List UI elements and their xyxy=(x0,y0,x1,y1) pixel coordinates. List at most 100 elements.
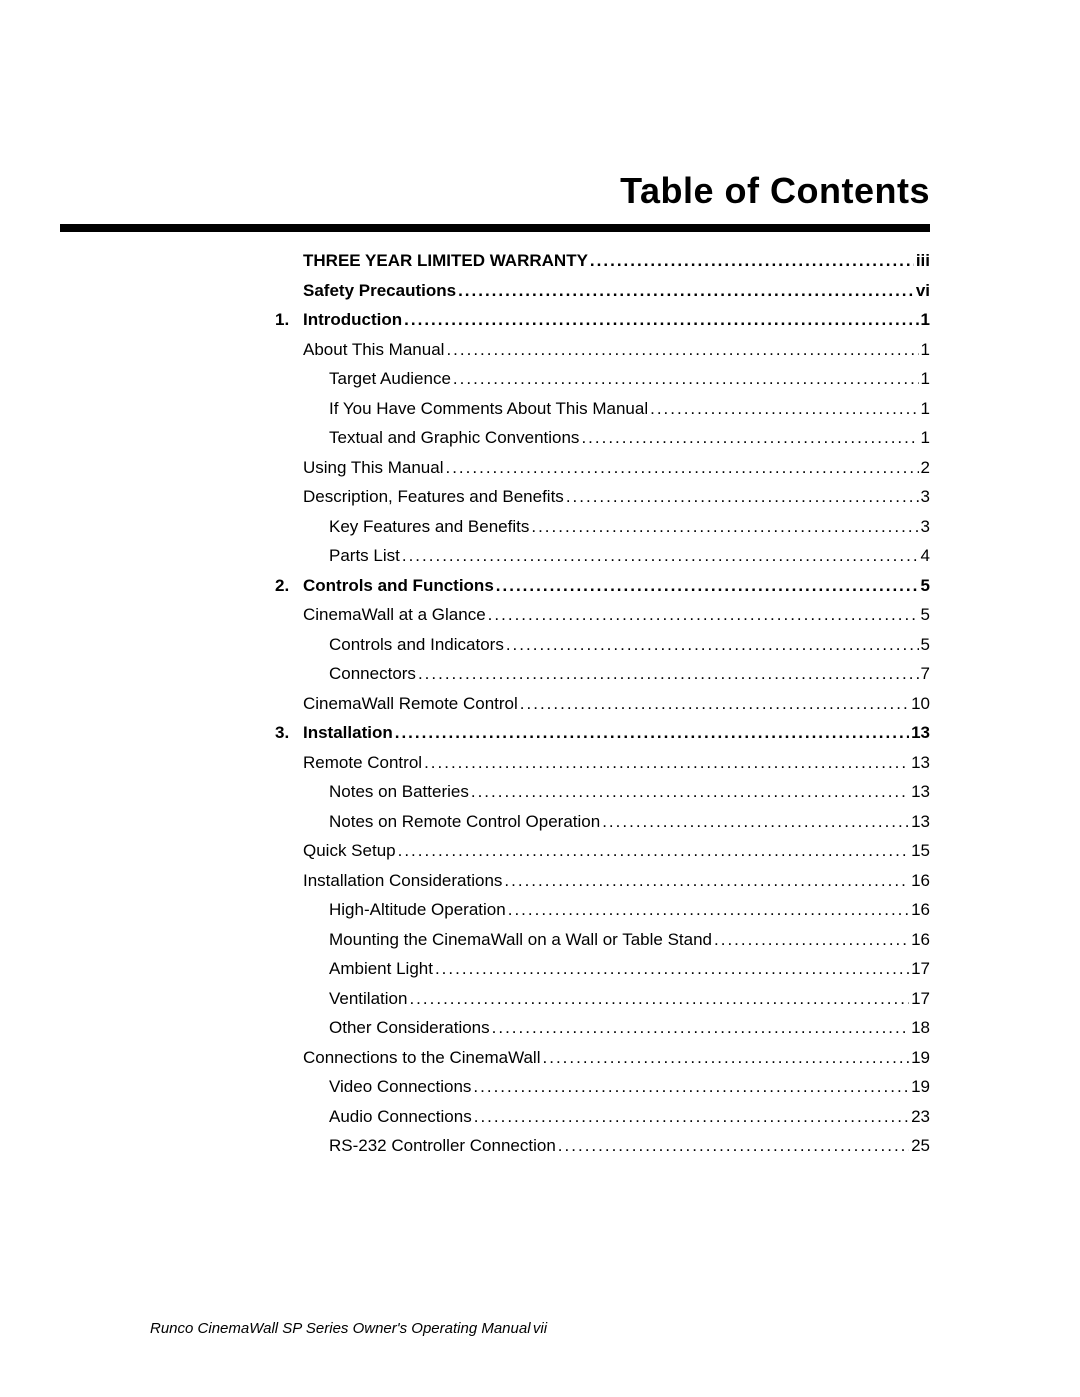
toc-leader-dots xyxy=(471,783,909,800)
toc-entry-page: 3 xyxy=(921,518,930,535)
toc-entry: 2.Controls and Functions 5 xyxy=(275,577,930,594)
toc-entry-text: Introduction xyxy=(303,311,402,328)
toc-entry-text: Connections to the CinemaWall xyxy=(303,1049,541,1066)
toc-leader-dots xyxy=(602,813,909,830)
toc-entry-text: Notes on Remote Control Operation xyxy=(329,813,600,830)
toc-entry-text: THREE YEAR LIMITED WARRANTY xyxy=(303,252,588,269)
toc-leader-dots xyxy=(714,931,909,948)
toc-entry-page: 1 xyxy=(921,311,930,328)
toc-leader-dots xyxy=(424,754,909,771)
toc-leader-dots xyxy=(474,1108,909,1125)
toc-entry: 1.Introduction 1 xyxy=(275,311,930,328)
toc-entry: Ventilation17 xyxy=(275,990,930,1007)
toc-leader-dots xyxy=(398,842,909,859)
toc-entry: Parts List 4 xyxy=(275,547,930,564)
toc-entry-page: 3 xyxy=(921,488,930,505)
toc-leader-dots xyxy=(473,1078,909,1095)
toc-entry: Quick Setup 15 xyxy=(275,842,930,859)
toc-leader-dots xyxy=(581,429,918,446)
toc-entry-page: 10 xyxy=(911,695,930,712)
table-of-contents: THREE YEAR LIMITED WARRANTYiiiSafety Pre… xyxy=(275,252,930,1154)
toc-entry: If You Have Comments About This Manual1 xyxy=(275,400,930,417)
toc-entry-text: Ventilation xyxy=(329,990,407,1007)
toc-entry-number: 2. xyxy=(275,577,303,594)
toc-leader-dots xyxy=(520,695,909,712)
toc-entry-text: CinemaWall Remote Control xyxy=(303,695,518,712)
toc-leader-dots xyxy=(453,370,919,387)
toc-leader-dots xyxy=(531,518,918,535)
toc-entry-text: High-Altitude Operation xyxy=(329,901,506,918)
toc-entry: Notes on Batteries 13 xyxy=(275,783,930,800)
toc-entry-text: Video Connections xyxy=(329,1078,471,1095)
toc-leader-dots xyxy=(395,724,909,741)
title-rule xyxy=(60,224,930,232)
toc-entry: 3.Installation13 xyxy=(275,724,930,741)
toc-leader-dots xyxy=(404,311,918,328)
toc-entry-page: 13 xyxy=(911,754,930,771)
toc-entry: Description, Features and Benefits 3 xyxy=(275,488,930,505)
toc-entry: Remote Control 13 xyxy=(275,754,930,771)
toc-entry-text: Controls and Indicators xyxy=(329,636,504,653)
toc-entry-text: Notes on Batteries xyxy=(329,783,469,800)
toc-entry-text: Other Considerations xyxy=(329,1019,490,1036)
toc-entry-page: 25 xyxy=(911,1137,930,1154)
toc-entry: THREE YEAR LIMITED WARRANTY iii xyxy=(275,252,930,269)
toc-entry-page: 16 xyxy=(911,901,930,918)
toc-entry-page: 13 xyxy=(911,724,930,741)
footer-page-number: vii xyxy=(533,1320,547,1337)
toc-leader-dots xyxy=(446,341,918,358)
toc-leader-dots xyxy=(445,459,918,476)
toc-entry-page: 13 xyxy=(911,813,930,830)
toc-leader-dots xyxy=(650,400,918,417)
toc-entry-number: 1. xyxy=(275,311,303,328)
toc-entry: Controls and Indicators5 xyxy=(275,636,930,653)
toc-entry-page: 18 xyxy=(911,1019,930,1036)
toc-entry-page: 5 xyxy=(921,577,930,594)
toc-entry: Connectors7 xyxy=(275,665,930,682)
toc-leader-dots xyxy=(508,901,909,918)
toc-leader-dots xyxy=(492,1019,909,1036)
toc-entry-page: 1 xyxy=(921,370,930,387)
toc-entry-text: RS-232 Controller Connection xyxy=(329,1137,556,1154)
toc-entry-page: 4 xyxy=(921,547,930,564)
toc-entry-page: 15 xyxy=(911,842,930,859)
toc-entry: Connections to the CinemaWall19 xyxy=(275,1049,930,1066)
toc-leader-dots xyxy=(402,547,919,564)
toc-entry-page: 1 xyxy=(921,341,930,358)
toc-leader-dots xyxy=(558,1137,909,1154)
toc-leader-dots xyxy=(506,636,919,653)
toc-leader-dots xyxy=(409,990,909,1007)
toc-entry-page: 16 xyxy=(911,931,930,948)
toc-entry-page: 23 xyxy=(911,1108,930,1125)
toc-entry: Mounting the CinemaWall on a Wall or Tab… xyxy=(275,931,930,948)
toc-entry: Video Connections19 xyxy=(275,1078,930,1095)
toc-entry-text: Using This Manual xyxy=(303,459,443,476)
toc-entry-text: Installation Considerations xyxy=(303,872,502,889)
toc-leader-dots xyxy=(566,488,919,505)
toc-leader-dots xyxy=(458,282,914,299)
toc-leader-dots xyxy=(543,1049,910,1066)
toc-entry-text: About This Manual xyxy=(303,341,444,358)
page: Table of Contents THREE YEAR LIMITED WAR… xyxy=(0,0,1080,1397)
toc-entry-text: Connectors xyxy=(329,665,416,682)
toc-entry: Ambient Light17 xyxy=(275,960,930,977)
toc-entry-text: Parts List xyxy=(329,547,400,564)
toc-entry-text: Remote Control xyxy=(303,754,422,771)
toc-entry-page: 13 xyxy=(911,783,930,800)
toc-entry-page: iii xyxy=(916,252,930,269)
page-footer: Runco CinemaWall SP Series Owner's Opera… xyxy=(150,1320,930,1337)
toc-entry: CinemaWall Remote Control 10 xyxy=(275,695,930,712)
toc-entry-page: 1 xyxy=(921,429,930,446)
toc-entry-text: Target Audience xyxy=(329,370,451,387)
toc-entry-text: Description, Features and Benefits xyxy=(303,488,564,505)
toc-entry-page: 16 xyxy=(911,872,930,889)
toc-entry: Key Features and Benefits3 xyxy=(275,518,930,535)
toc-entry-text: Quick Setup xyxy=(303,842,396,859)
toc-entry: Installation Considerations 16 xyxy=(275,872,930,889)
page-title: Table of Contents xyxy=(150,170,930,212)
toc-entry-page: 1 xyxy=(921,400,930,417)
toc-entry: Target Audience 1 xyxy=(275,370,930,387)
toc-entry-text: Controls and Functions xyxy=(303,577,494,594)
toc-entry: Audio Connections23 xyxy=(275,1108,930,1125)
toc-entry-page: 2 xyxy=(921,459,930,476)
